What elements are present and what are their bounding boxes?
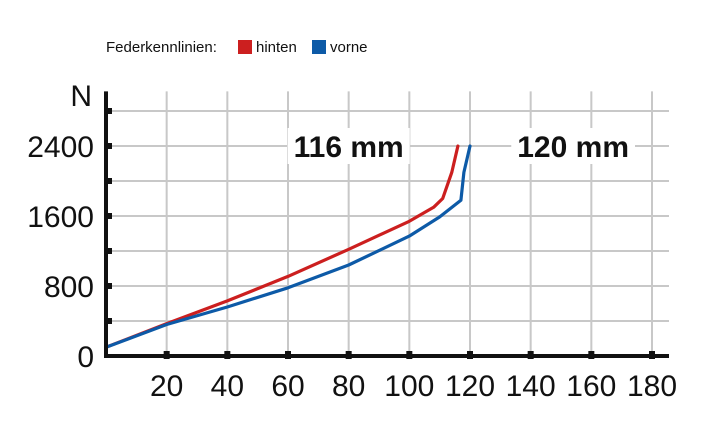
- x-tick-label-100: 100: [384, 370, 434, 403]
- x-tick-label-120: 120: [445, 370, 495, 403]
- legend-label-vorne: vorne: [330, 39, 368, 56]
- y-tick-label-0: 0: [77, 341, 94, 374]
- legend-title: Federkennlinien:: [106, 39, 217, 56]
- x-tick-mark: [224, 351, 231, 359]
- x-tick-mark: [345, 351, 352, 359]
- axes: 20 40 60 80 100 120 140 160 180 0 800 1600 2400: [27, 91, 677, 403]
- legend-label-hinten: hinten: [256, 39, 297, 56]
- x-tick-label-80: 80: [332, 370, 365, 403]
- x-tick-mark: [467, 351, 473, 359]
- y-tick-mark: [104, 178, 112, 184]
- y-tick-label-2400: 2400: [27, 131, 94, 164]
- y-tick-mark: [104, 108, 112, 114]
- y-tick-label-1600: 1600: [27, 201, 94, 234]
- x-tick-label-20: 20: [150, 370, 183, 403]
- x-tick-label-40: 40: [211, 370, 244, 403]
- y-tick-mark: [104, 318, 112, 324]
- y-tick-label-800: 800: [44, 271, 94, 304]
- y-tick-mark: [104, 213, 112, 219]
- y-tick-mark: [104, 283, 112, 289]
- x-tick-label-160: 160: [566, 370, 616, 403]
- series-layer: [104, 144, 472, 349]
- x-tick-label-140: 140: [506, 370, 556, 403]
- x-tick-mark: [588, 351, 595, 359]
- x-tick-mark: [527, 351, 534, 359]
- x-tick-mark: [163, 351, 170, 359]
- legend: Federkennlinien: hinten vorne: [106, 39, 368, 56]
- x-tick-mark: [285, 351, 291, 359]
- annotations: 116 mm 120 mm: [287, 128, 636, 164]
- x-tick-label-60: 60: [271, 370, 304, 403]
- x-tick-mark: [406, 351, 413, 359]
- y-axis-unit-label: N: [70, 80, 92, 113]
- series-line-hinten: [104, 144, 460, 349]
- x-tick-label-180: 180: [627, 370, 677, 403]
- annotation-1: 120 mm: [517, 131, 629, 164]
- legend-swatch-hinten: [238, 40, 252, 54]
- y-tick-mark: [104, 143, 112, 149]
- annotation-bg: [287, 128, 410, 164]
- legend-swatch-vorne: [312, 40, 326, 54]
- x-tick-mark: [649, 351, 655, 359]
- series-line-vorne: [104, 144, 472, 349]
- annotation-0: 116 mm: [294, 131, 404, 164]
- y-tick-mark: [104, 248, 112, 254]
- annotation-bg: [511, 128, 636, 164]
